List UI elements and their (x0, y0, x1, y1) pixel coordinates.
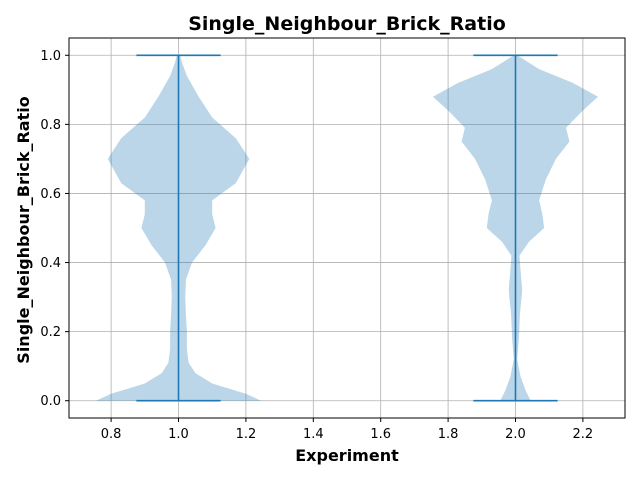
chart-title: Single_Neighbour_Brick_Ratio (188, 13, 506, 35)
y-tick-label: 0.6 (40, 187, 61, 202)
y-tick-label: 1.0 (40, 49, 61, 64)
x-tick-label: 1.2 (236, 427, 257, 442)
violin-layer (96, 54, 598, 402)
x-tick-label: 0.8 (101, 427, 122, 442)
y-tick-label: 0.2 (40, 325, 61, 340)
y-tick-label: 0.8 (40, 118, 61, 133)
x-axis-title: Experiment (295, 446, 399, 465)
x-tick-label: 1.8 (438, 427, 459, 442)
x-tick-label: 1.0 (168, 427, 189, 442)
y-axis-title: Single_Neighbour_Brick_Ratio (14, 96, 33, 363)
y-tick-label: 0.0 (40, 394, 61, 409)
tick-layer: 0.8 1.0 1.2 1.4 1.6 1.8 2.0 2.2 0.0 0.2 0.4 0.6 0.8 1… (40, 49, 593, 442)
x-tick-label: 2.0 (505, 427, 526, 442)
plot-frame (68, 37, 626, 419)
x-tick-label: 1.6 (370, 427, 391, 442)
axes-layer (68, 37, 626, 419)
x-tick-label: 2.2 (573, 427, 594, 442)
x-tick-label: 1.4 (303, 427, 324, 442)
y-tick-label: 0.4 (40, 256, 61, 271)
